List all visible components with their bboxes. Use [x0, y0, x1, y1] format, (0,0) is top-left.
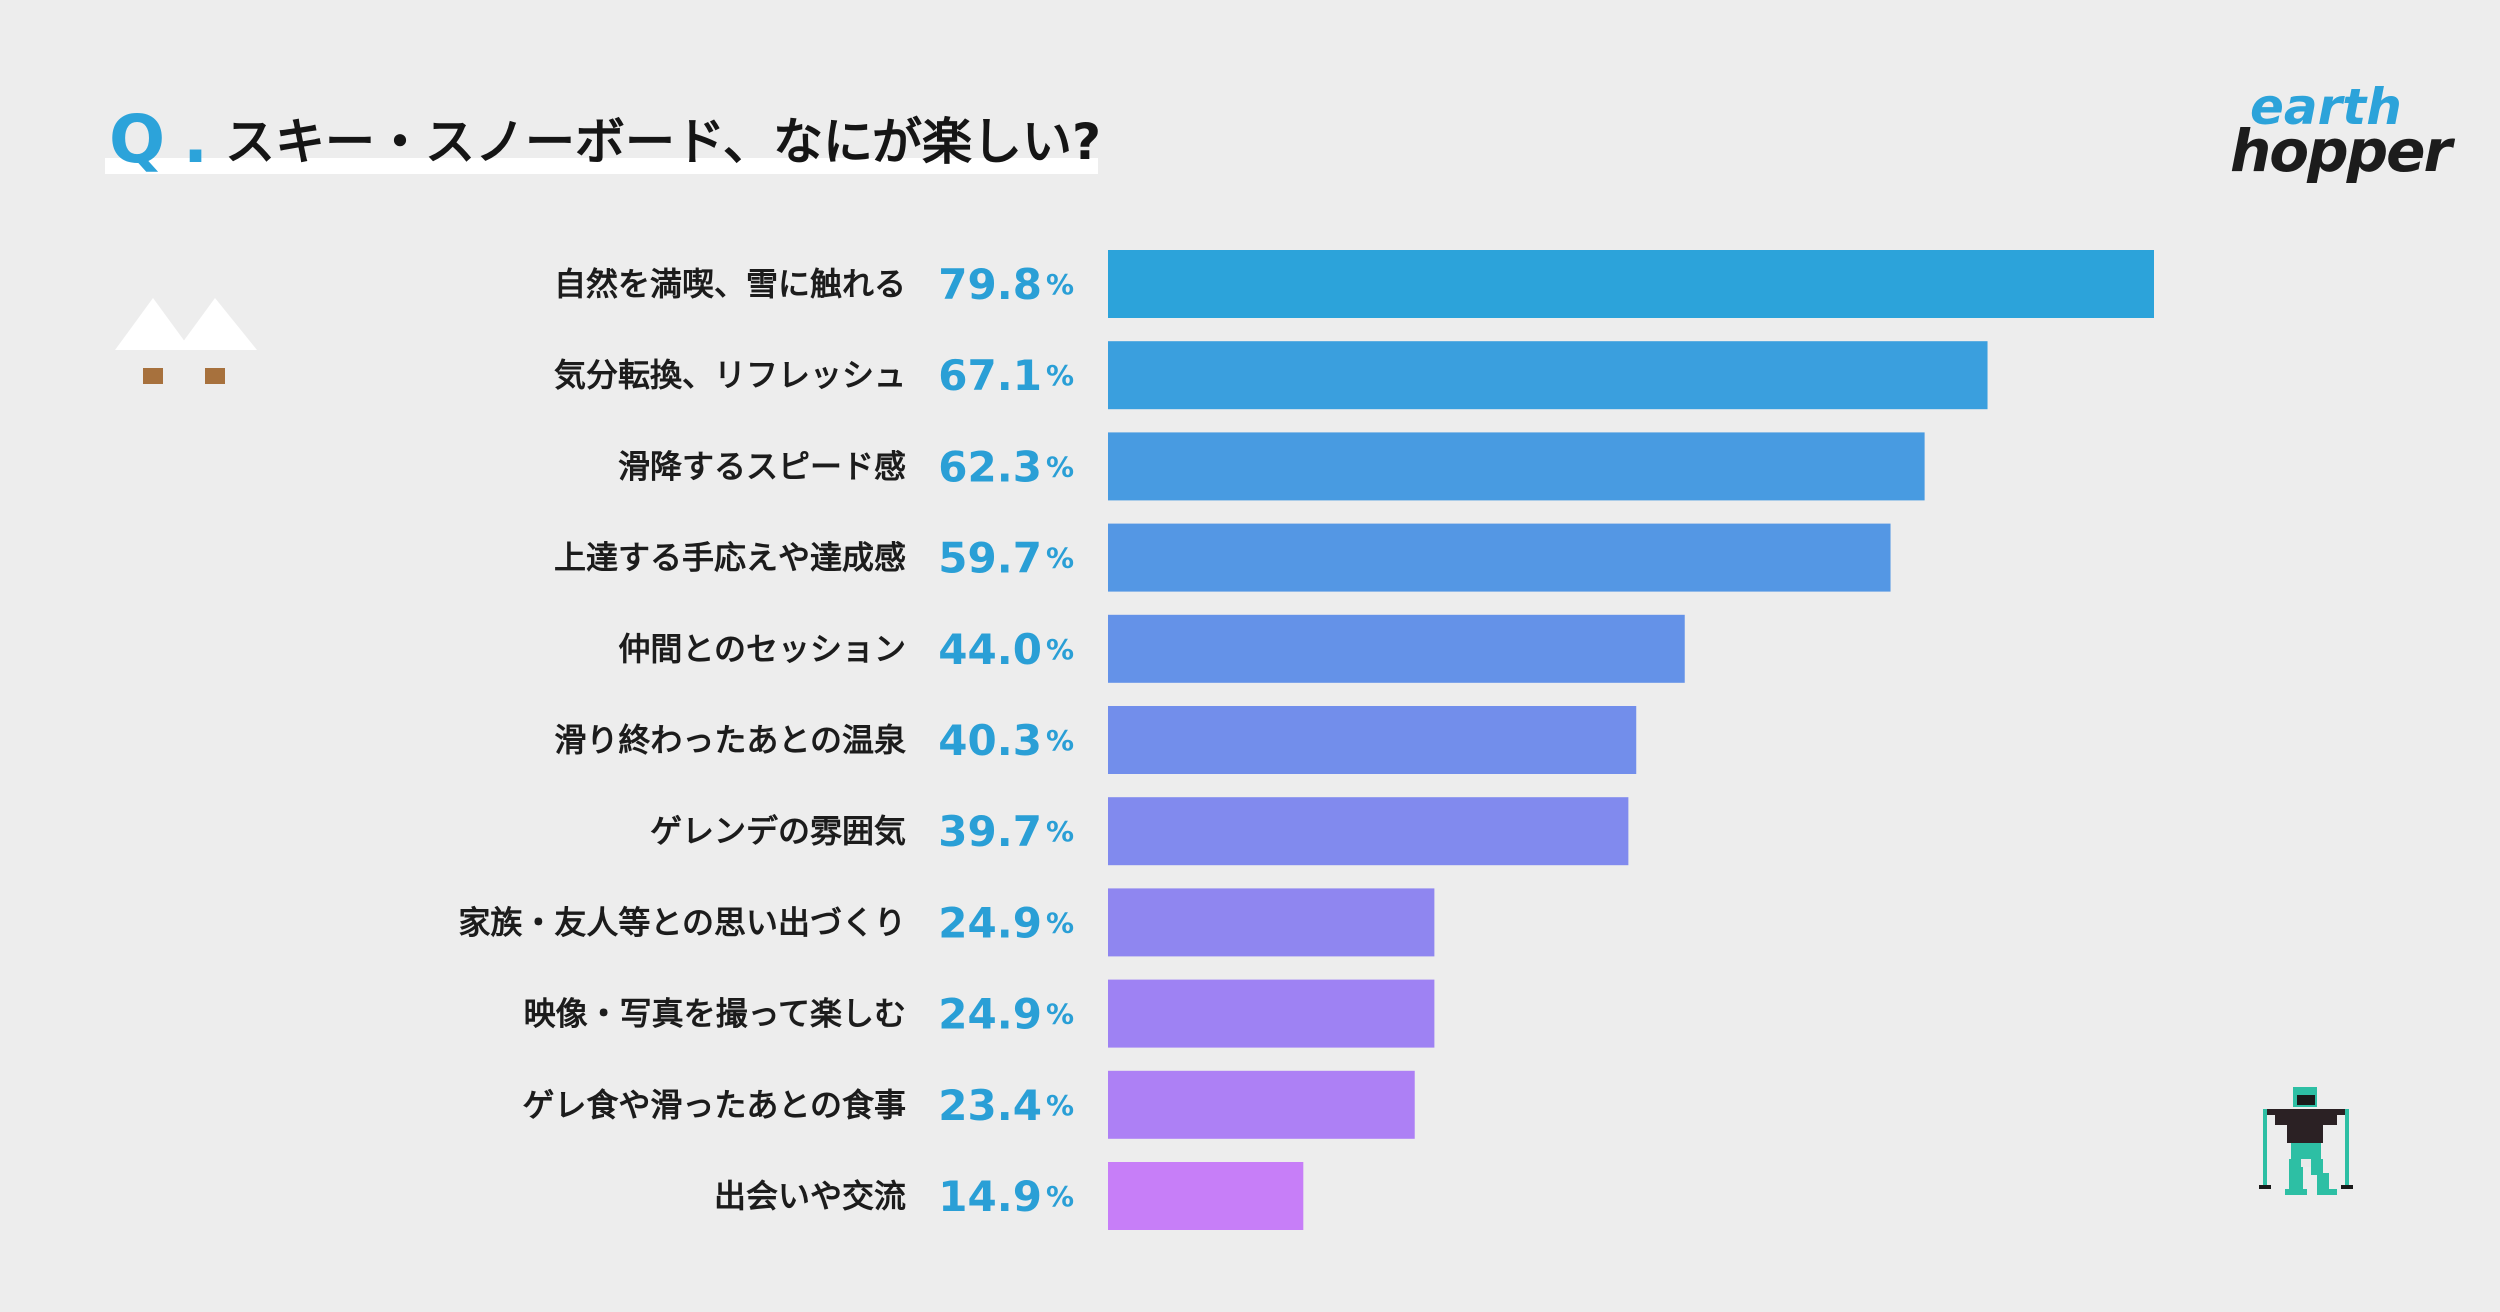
value-label: 67.1%	[938, 351, 1074, 400]
value-number: 24.9	[938, 989, 1042, 1038]
category-label: ゲレ食や滑ったあとの食事	[522, 1086, 906, 1124]
category-label: 映像・写真を撮って楽しむ	[524, 995, 906, 1033]
logo-line-earth: earth	[2250, 78, 2402, 136]
category-label: 上達する手応えや達成感	[554, 539, 906, 577]
value-number: 67.1	[938, 351, 1042, 400]
snowy-trees-icon	[115, 298, 257, 384]
category-label: 家族・友人等との思い出づくり	[458, 903, 906, 941]
bar-6	[1108, 797, 1629, 866]
logo-line-hopper: hopper	[2230, 117, 2452, 185]
value-number: 23.4	[938, 1080, 1042, 1129]
category-label: 出会いや交流	[714, 1177, 906, 1215]
bar-9	[1108, 1070, 1415, 1139]
pixel-skier-icon	[2259, 1087, 2353, 1195]
title-underline	[105, 158, 1098, 174]
bar-10	[1108, 1162, 1304, 1230]
value-number: 40.3	[938, 716, 1042, 765]
question-mark-label: Q	[109, 101, 166, 178]
value-label: 79.8%	[938, 260, 1074, 309]
category-label: 滑り終わったあとの温泉	[554, 721, 906, 759]
bar-1	[1108, 341, 1988, 410]
value-unit: %	[1046, 359, 1074, 392]
value-number: 14.9	[938, 1172, 1042, 1221]
earthhopper-logo: earth hopper	[2230, 78, 2452, 183]
bar-0	[1108, 250, 2154, 318]
category-label: 仲間とのセッション	[618, 630, 906, 668]
value-unit: %	[1046, 906, 1074, 939]
value-label: 40.3%	[938, 716, 1074, 765]
value-unit: %	[1046, 815, 1074, 848]
value-label: 23.4%	[938, 1080, 1074, 1129]
value-unit: %	[1046, 1088, 1074, 1121]
value-label: 14.9%	[938, 1172, 1074, 1221]
bar-3	[1108, 523, 1891, 592]
value-label: 39.7%	[938, 807, 1074, 856]
question-dot: .	[183, 101, 209, 178]
value-unit: %	[1046, 1180, 1074, 1213]
category-label: ゲレンデの雰囲気	[650, 812, 906, 850]
value-unit: %	[1046, 268, 1074, 301]
value-unit: %	[1046, 541, 1074, 574]
value-unit: %	[1046, 997, 1074, 1030]
value-number: 44.0	[938, 624, 1042, 673]
bar-5	[1108, 706, 1637, 774]
value-number: 59.7	[938, 533, 1042, 582]
value-label: 62.3%	[938, 442, 1074, 491]
value-number: 39.7	[938, 807, 1042, 856]
category-label: 気分転換、リフレッシュ	[554, 356, 906, 394]
value-number: 62.3	[938, 442, 1042, 491]
value-number: 79.8	[938, 260, 1042, 309]
bar-2	[1108, 432, 1925, 501]
bar-4	[1108, 614, 1685, 683]
value-number: 24.9	[938, 898, 1042, 947]
category-label: 自然を満喫、雪に触れる	[554, 265, 906, 303]
question-header: Q . スキー・スノーボード、なにが楽しい?	[105, 100, 1102, 178]
bar-7	[1108, 888, 1435, 957]
value-label: 59.7%	[938, 533, 1074, 582]
value-unit: %	[1046, 450, 1074, 483]
value-unit: %	[1046, 724, 1074, 757]
category-label: 滑降するスピード感	[618, 447, 906, 485]
value-label: 24.9%	[938, 989, 1074, 1038]
page-title: スキー・スノーボード、なにが楽しい?	[225, 113, 1102, 171]
value-label: 44.0%	[938, 624, 1074, 673]
value-label: 24.9%	[938, 898, 1074, 947]
value-unit: %	[1046, 632, 1074, 665]
bar-8	[1108, 979, 1435, 1048]
